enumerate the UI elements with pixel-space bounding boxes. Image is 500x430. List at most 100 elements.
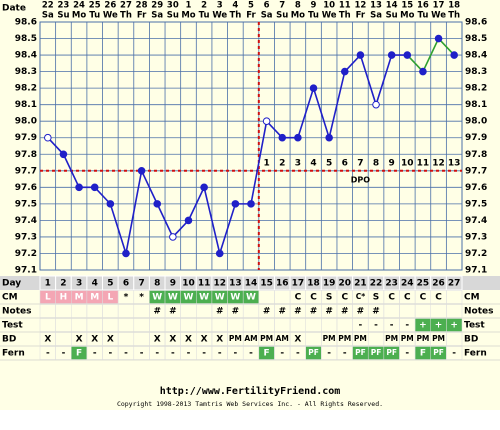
weekday-label: Th <box>229 11 241 21</box>
date-label: 11 <box>339 1 351 11</box>
temperature-point <box>309 84 318 92</box>
table-cell-text: # <box>263 307 271 317</box>
table-cell-text: + <box>450 321 458 331</box>
y-tick-label: 98.3 <box>15 67 37 77</box>
table-cell-text: AM <box>244 334 257 343</box>
day-number: 8 <box>154 279 160 289</box>
table-cell <box>446 304 463 318</box>
table-cell-text: # <box>310 307 318 317</box>
day-cell <box>445 275 463 291</box>
dpo-label: 5 <box>326 158 332 168</box>
weekday-label: Fr <box>356 11 366 21</box>
y-tick-label: 98.0 <box>15 117 37 127</box>
y-tick-label: 98.3 <box>465 67 487 77</box>
date-label: 17 <box>433 1 445 11</box>
table-cell-text: # <box>153 307 161 317</box>
temperature-point <box>262 117 271 125</box>
row-label: BD <box>2 335 16 345</box>
table-cell <box>446 290 463 304</box>
weekday-label: Mo <box>400 11 414 21</box>
table-cell-text: - <box>171 349 175 359</box>
date-label: 16 <box>417 1 429 11</box>
weekday-label: Su <box>57 11 69 21</box>
date-label: 25 <box>89 1 101 11</box>
row-label: BD <box>464 335 478 345</box>
table-cell-text: - <box>46 349 50 359</box>
table-cell-text: C <box>435 293 442 303</box>
weekday-label: Fr <box>246 11 256 21</box>
temperature-point <box>169 233 177 241</box>
weekday-label: Su <box>276 11 288 21</box>
table-cell-text: X <box>216 335 223 345</box>
site-url: http://www.FertilityFriend.com <box>160 385 341 397</box>
dpo-label: 4 <box>310 158 316 168</box>
table-cell-text: F <box>264 349 270 359</box>
y-tick-label: 97.4 <box>465 216 487 226</box>
day-number: 9 <box>170 279 176 289</box>
table-cell-text: - <box>187 349 191 359</box>
table-cell-text: # <box>357 307 365 317</box>
weekday-label: Su <box>386 11 398 21</box>
table-cell-text: F <box>76 349 82 359</box>
date-label: 24 <box>73 1 85 11</box>
date-label: 29 <box>151 1 163 11</box>
date-label: 4 <box>232 1 238 11</box>
date-label: 7 <box>279 1 285 11</box>
weekday-label: Sa <box>261 11 273 21</box>
day-number: 1 <box>45 279 51 289</box>
day-number: 6 <box>123 279 129 289</box>
temperature-line <box>406 37 455 74</box>
table-cell-text: W <box>215 293 225 303</box>
table-cell-text: PM <box>416 334 429 343</box>
table-cell-text: L <box>107 293 113 303</box>
row-label: Fern <box>464 349 487 359</box>
table-cell-text: - <box>249 349 253 359</box>
table-cell-text: # <box>278 307 286 317</box>
day-number: 3 <box>76 279 82 289</box>
dpo-label: 8 <box>373 158 379 168</box>
table-cell-text: # <box>294 307 302 317</box>
table-cell-text: X <box>44 335 51 345</box>
day-number: 13 <box>229 279 242 289</box>
date-label: 9 <box>311 1 317 11</box>
table-cell-text: PM <box>229 334 242 343</box>
temperature-point <box>215 249 224 258</box>
weekday-label: Sa <box>370 11 382 21</box>
table-cell-text: M <box>90 293 99 303</box>
table-cell-text: PM <box>401 334 414 343</box>
dpo-label: 9 <box>389 158 395 168</box>
weekday-label: Tu <box>417 11 428 21</box>
table-cell-text: W <box>199 293 209 303</box>
y-tick-label: 97.4 <box>15 216 37 226</box>
y-tick-label: 98.6 <box>465 18 487 28</box>
temperature-point <box>372 100 380 109</box>
table-cell-text: - <box>452 349 456 359</box>
table-cell <box>446 346 463 360</box>
y-tick-label: 98.2 <box>465 84 487 94</box>
table-cell-text: X <box>154 335 161 345</box>
temperature-point <box>106 200 115 208</box>
table-cell-text: L <box>45 293 51 303</box>
table-cell-text: PM <box>432 334 445 343</box>
table-cell-text: - <box>390 321 394 331</box>
y-tick-label: 98.6 <box>15 18 37 28</box>
temperature-point <box>403 51 412 59</box>
table-cell-text: - <box>405 321 409 331</box>
table-cell-text: H <box>60 293 68 303</box>
table-cell-text: C <box>420 293 427 303</box>
weekday-label: Th <box>448 11 460 21</box>
y-tick-label: 98.5 <box>15 34 37 44</box>
y-tick-label: 98.0 <box>465 117 487 127</box>
weekday-label: Tu <box>89 11 100 21</box>
table-cell-text: X <box>201 335 208 345</box>
date-label: Date <box>2 4 26 14</box>
temperature-point <box>44 133 52 142</box>
date-label: 1 <box>186 1 192 11</box>
table-cell-text: - <box>140 349 144 359</box>
y-tick-label: 97.8 <box>465 150 487 160</box>
table-cell-text: PF <box>433 348 444 357</box>
table-cell-text: C <box>404 293 411 303</box>
weekday-label: We <box>212 11 227 21</box>
temperature-point <box>278 133 287 142</box>
